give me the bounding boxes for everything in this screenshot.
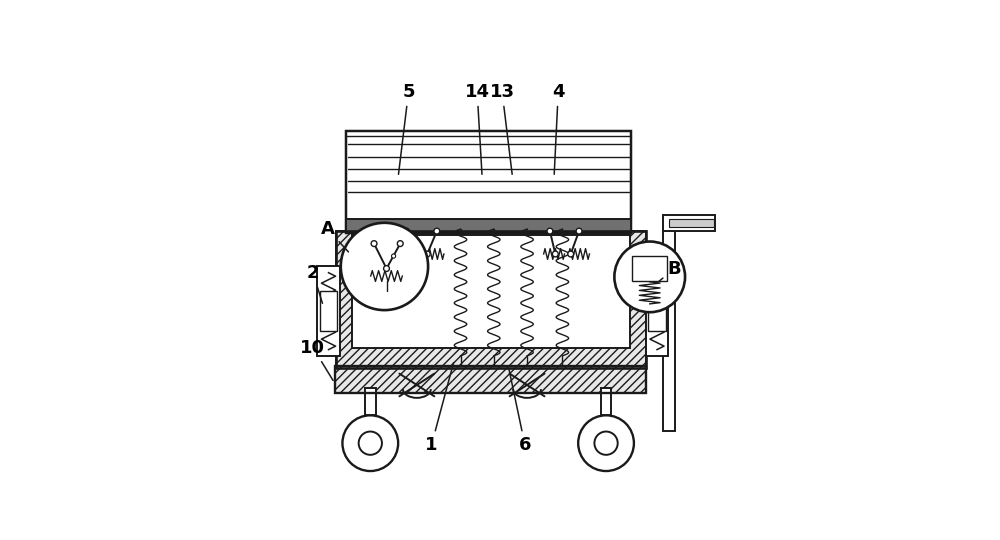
Circle shape <box>371 241 377 246</box>
Circle shape <box>424 251 430 257</box>
Circle shape <box>359 431 382 455</box>
Bar <box>317 266 340 356</box>
Bar <box>601 388 611 415</box>
Bar <box>648 292 666 331</box>
Circle shape <box>594 431 618 455</box>
Bar <box>663 219 675 431</box>
Bar <box>346 219 631 233</box>
Bar <box>669 219 714 227</box>
Circle shape <box>547 228 553 234</box>
Bar <box>320 292 337 331</box>
Bar <box>336 231 646 368</box>
Circle shape <box>576 228 582 234</box>
Circle shape <box>614 241 685 312</box>
Circle shape <box>404 228 409 234</box>
Circle shape <box>409 251 415 257</box>
Bar <box>632 256 667 281</box>
Bar <box>365 388 376 415</box>
Text: A: A <box>321 220 348 252</box>
Circle shape <box>397 241 403 246</box>
Circle shape <box>434 228 440 234</box>
Circle shape <box>578 415 634 471</box>
Circle shape <box>568 251 574 257</box>
Bar <box>663 215 715 231</box>
Circle shape <box>384 266 389 272</box>
Bar <box>335 366 646 393</box>
Text: 5: 5 <box>398 83 415 174</box>
Text: 6: 6 <box>509 369 531 454</box>
Text: 14: 14 <box>465 83 490 174</box>
Bar <box>352 235 630 348</box>
Circle shape <box>552 251 558 257</box>
Text: 10: 10 <box>300 339 333 381</box>
Circle shape <box>392 254 396 258</box>
Text: 1: 1 <box>425 363 454 454</box>
Bar <box>346 131 631 233</box>
Text: B: B <box>659 260 681 281</box>
Bar <box>335 366 646 393</box>
Text: 13: 13 <box>490 83 515 174</box>
Circle shape <box>341 223 428 310</box>
Bar <box>336 231 646 368</box>
Bar <box>646 266 668 356</box>
Text: 4: 4 <box>552 83 564 174</box>
Text: 2: 2 <box>307 264 322 303</box>
Circle shape <box>342 415 398 471</box>
